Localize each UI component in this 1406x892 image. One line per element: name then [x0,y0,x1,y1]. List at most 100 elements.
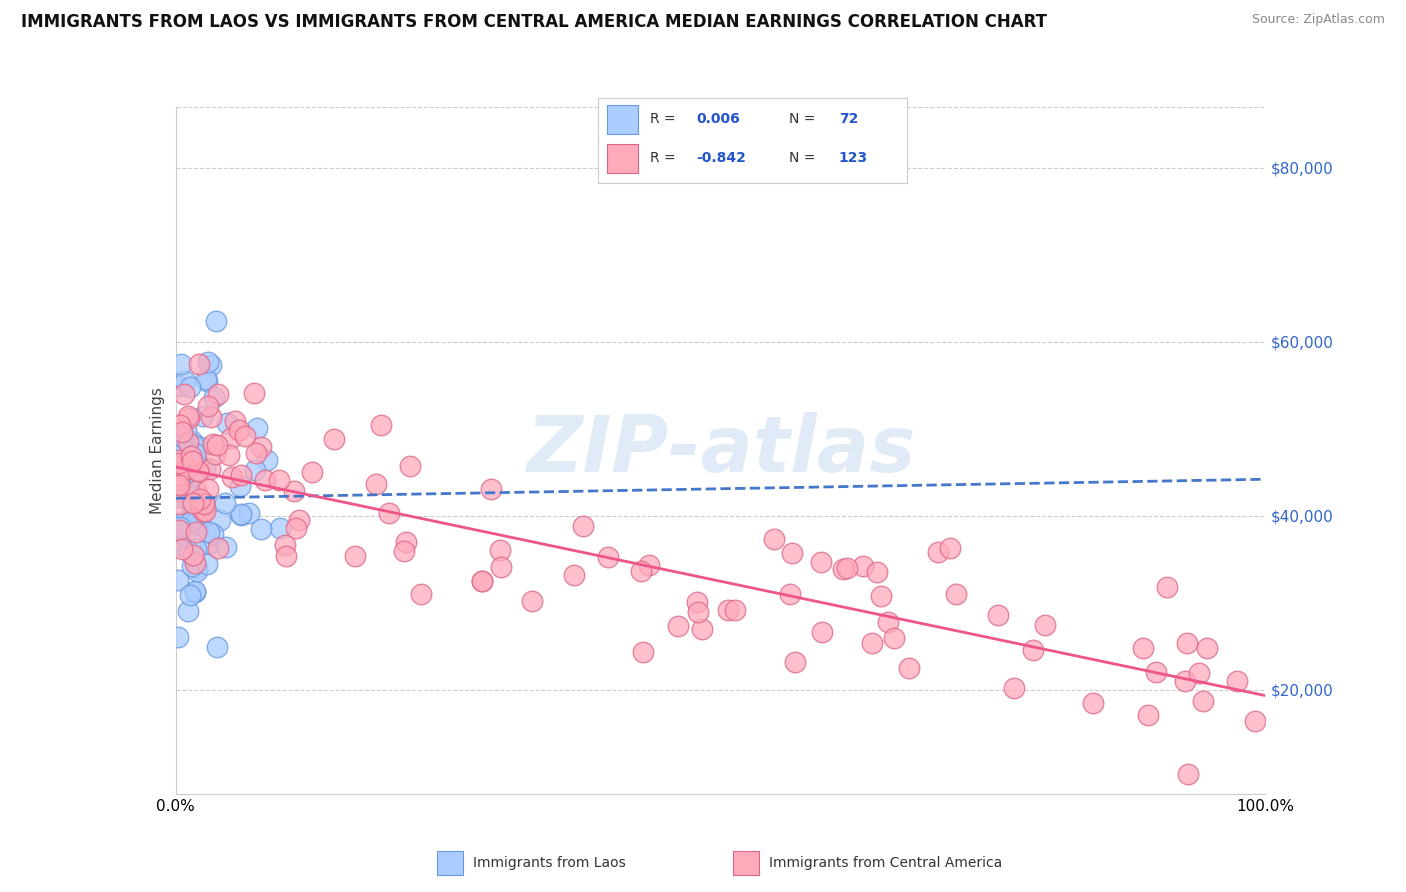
Text: Source: ZipAtlas.com: Source: ZipAtlas.com [1251,13,1385,27]
Point [690,622,713,636]
Point [471,574,494,588]
Point [250,440,273,454]
Point [221,431,243,445]
Point [724,602,747,616]
Point [170,542,193,557]
Point [1144,665,1167,680]
Point [187,518,209,533]
Point [224,413,246,427]
Point [231,508,253,522]
Point [246,421,269,435]
Point [183,583,205,598]
Point [217,416,239,430]
Text: N =: N = [789,152,815,165]
Point [927,545,949,559]
Point [344,549,367,563]
Point [181,453,204,467]
Point [181,469,204,483]
Point [167,477,190,491]
Point [1137,708,1160,723]
Point [364,476,387,491]
Point [860,636,883,650]
Point [852,559,875,574]
Point [243,463,266,477]
Point [1132,640,1154,655]
Point [194,371,217,385]
Point [183,584,205,599]
Point [245,446,267,460]
Point [205,640,228,655]
Point [191,504,214,518]
Point [167,631,190,645]
Point [395,535,418,549]
Point [202,437,225,451]
Point [204,447,226,461]
Point [167,473,190,487]
Text: Immigrants from Laos: Immigrants from Laos [472,856,626,870]
Point [184,484,207,499]
Point [173,457,195,471]
Point [205,438,228,452]
Point [190,500,212,515]
Point [177,492,200,507]
Point [228,423,250,437]
Text: ZIP­atlas: ZIP­atlas [526,412,915,489]
Point [177,483,200,497]
Point [285,521,308,535]
Point [322,432,344,446]
Point [181,548,204,562]
Point [176,462,198,476]
Point [1022,643,1045,657]
Point [686,595,709,609]
Point [174,374,197,388]
Point [167,467,190,482]
Point [1243,714,1265,729]
Bar [607,144,638,173]
Point [167,456,190,470]
Point [207,541,229,556]
Point [242,385,264,400]
Point [179,379,201,393]
Point [785,655,807,669]
Point [288,512,311,526]
Point [172,430,194,444]
Point [174,462,197,476]
Point [188,497,211,511]
Text: R =: R = [650,112,676,127]
Point [180,449,202,463]
Point [378,506,401,520]
Point [762,532,785,546]
Point [283,484,305,499]
Point [256,453,278,467]
Point [174,423,197,437]
Point [190,491,212,506]
Point [267,473,290,487]
Point [170,357,193,371]
Point [195,374,218,388]
Point [200,409,222,424]
Point [184,447,207,461]
Point [172,458,194,473]
Point [195,558,218,572]
Text: Immigrants from Central America: Immigrants from Central America [769,856,1002,870]
Point [209,513,232,527]
Point [193,497,215,511]
Point [598,549,620,564]
Point [180,467,202,482]
Point [167,442,190,456]
Point [717,603,740,617]
Point [179,588,201,602]
Point [184,515,207,529]
Point [233,429,256,443]
Point [301,465,323,479]
Point [167,453,190,467]
Point [411,587,433,601]
Point [630,565,652,579]
Point [176,460,198,475]
Point [181,496,204,510]
Point [184,541,207,556]
Point [274,538,297,552]
Point [172,465,194,479]
Point [638,558,661,572]
Point [1081,696,1104,710]
